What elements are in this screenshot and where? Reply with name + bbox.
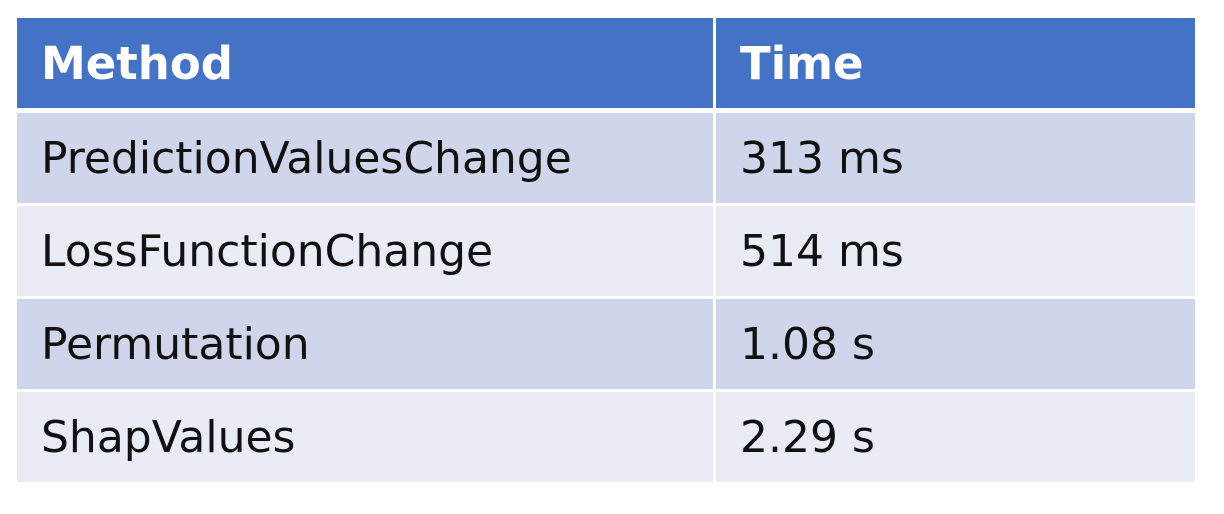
table-row: LossFunctionChange 514 ms [17,206,1195,299]
cell-time: 1.08 s [713,299,1195,392]
table-row: PredictionValuesChange 313 ms [17,113,1195,206]
cell-method: Permutation [17,299,713,392]
table-header-row: Method Time [17,18,1195,113]
cell-time: 2.29 s [713,392,1195,485]
header-method: Method [17,18,713,113]
header-time: Time [713,18,1195,113]
cell-method: LossFunctionChange [17,206,713,299]
cell-method: ShapValues [17,392,713,485]
timing-table-container: Method Time PredictionValuesChange 313 m… [17,18,1195,485]
cell-method: PredictionValuesChange [17,113,713,206]
cell-time: 313 ms [713,113,1195,206]
cell-time: 514 ms [713,206,1195,299]
table-row: Permutation 1.08 s [17,299,1195,392]
table-row: ShapValues 2.29 s [17,392,1195,485]
method-timing-table: Method Time PredictionValuesChange 313 m… [17,18,1195,485]
